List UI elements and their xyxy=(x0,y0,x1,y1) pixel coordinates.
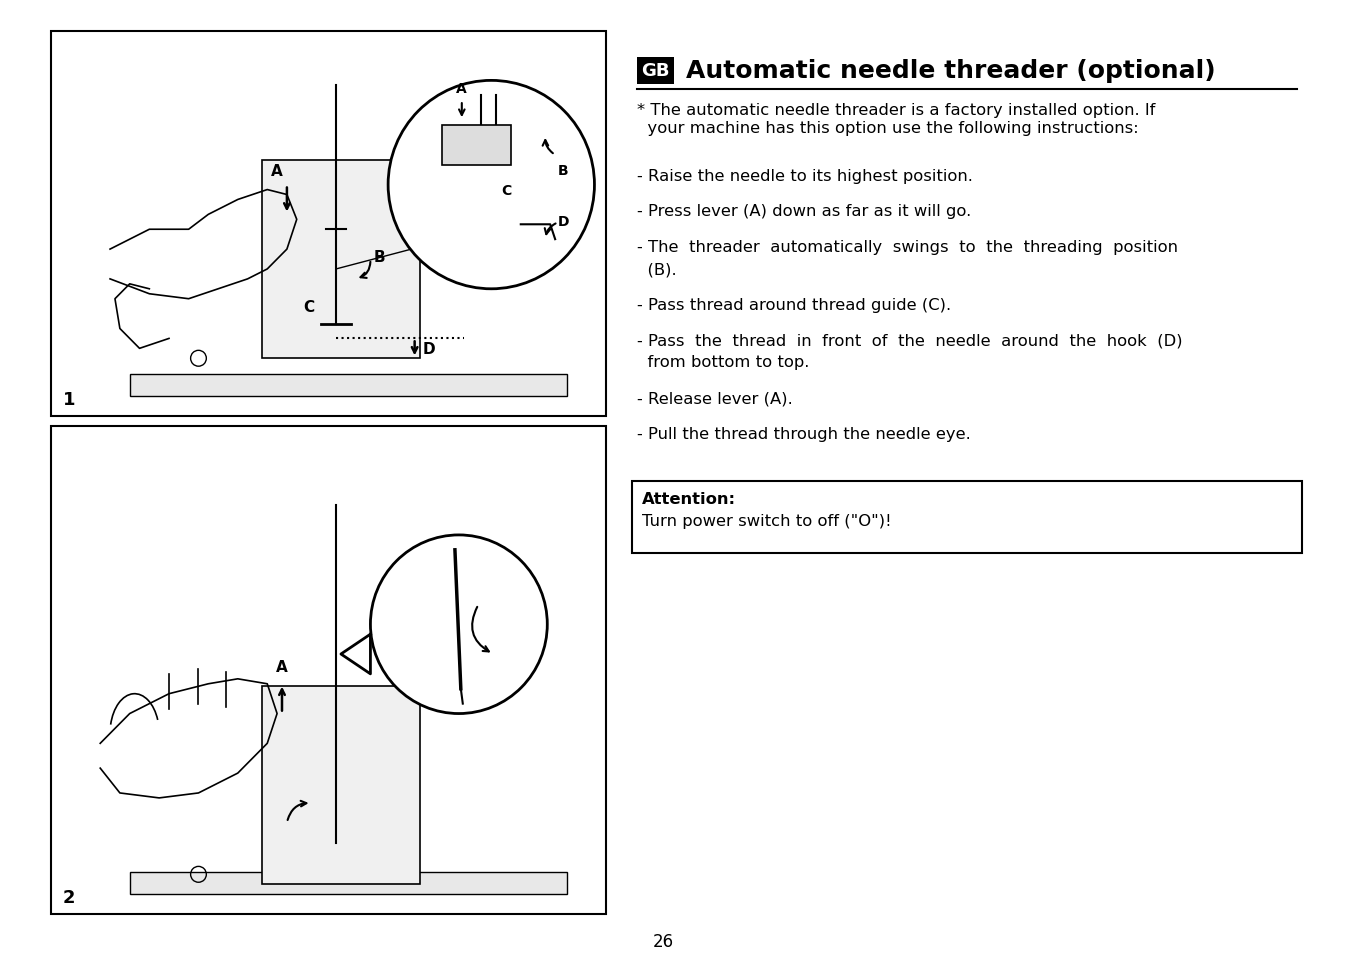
Text: B: B xyxy=(373,250,385,265)
Bar xyxy=(262,161,420,359)
Text: D: D xyxy=(423,341,435,356)
Bar xyxy=(636,57,674,85)
Text: C: C xyxy=(303,300,315,314)
Text: 26: 26 xyxy=(653,932,674,950)
Text: from bottom to top.: from bottom to top. xyxy=(636,355,809,370)
Circle shape xyxy=(370,536,547,714)
Text: your machine has this option use the following instructions:: your machine has this option use the fol… xyxy=(636,121,1139,136)
Text: B: B xyxy=(558,164,569,177)
Text: 1: 1 xyxy=(63,391,76,409)
Text: - The  threader  automatically  swings  to  the  threading  position: - The threader automatically swings to t… xyxy=(636,240,1178,254)
Bar xyxy=(51,31,607,416)
Bar xyxy=(130,375,567,396)
Text: * The automatic needle threader is a factory installed option. If: * The automatic needle threader is a fac… xyxy=(636,103,1155,118)
Circle shape xyxy=(388,81,594,290)
Bar xyxy=(51,426,607,914)
Text: C: C xyxy=(501,183,511,197)
Text: A: A xyxy=(276,659,288,674)
Bar xyxy=(442,126,511,166)
Bar xyxy=(262,686,420,884)
Text: Automatic needle threader (optional): Automatic needle threader (optional) xyxy=(686,59,1216,83)
Text: Attention:: Attention: xyxy=(642,492,736,507)
Text: (B).: (B). xyxy=(636,262,677,276)
Text: - Release lever (A).: - Release lever (A). xyxy=(636,391,793,406)
Text: A: A xyxy=(457,82,467,96)
Text: A: A xyxy=(272,164,282,178)
Bar xyxy=(130,872,567,894)
Text: - Pass  the  thread  in  front  of  the  needle  around  the  hook  (D): - Pass the thread in front of the needle… xyxy=(636,334,1182,348)
Text: 2: 2 xyxy=(63,888,76,906)
Text: - Pass thread around thread guide (C).: - Pass thread around thread guide (C). xyxy=(636,297,951,313)
Text: GB: GB xyxy=(642,62,670,80)
Text: - Pull the thread through the needle eye.: - Pull the thread through the needle eye… xyxy=(636,426,970,441)
Text: Turn power switch to off ("O")!: Turn power switch to off ("O")! xyxy=(642,514,892,529)
Polygon shape xyxy=(340,635,370,674)
Text: - Raise the needle to its highest position.: - Raise the needle to its highest positi… xyxy=(636,169,973,184)
Text: D: D xyxy=(558,215,570,229)
Bar xyxy=(632,482,1302,553)
Text: - Press lever (A) down as far as it will go.: - Press lever (A) down as far as it will… xyxy=(636,204,971,219)
